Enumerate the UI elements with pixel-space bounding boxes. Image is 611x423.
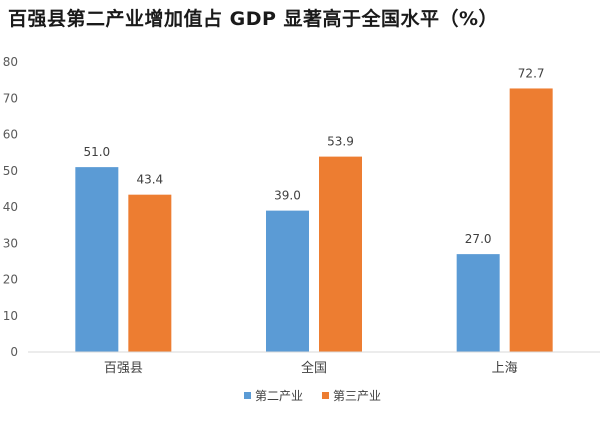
data-label: 53.9: [327, 135, 354, 149]
x-tick-label: 百强县: [104, 361, 143, 376]
y-tick-label: 60: [3, 128, 18, 142]
y-tick-label: 40: [3, 200, 18, 214]
legend-swatch: [244, 392, 251, 399]
x-tick-label: 全国: [301, 360, 327, 376]
bar: [509, 88, 553, 353]
y-tick-label: 30: [3, 236, 18, 250]
bar: [319, 156, 362, 352]
bars: [75, 88, 553, 353]
data-labels: 51.0 43.4 39.0 53.9 27.0 72.7: [83, 66, 544, 246]
x-axis: 百强县 全国 上海: [28, 351, 600, 376]
bar: [75, 167, 119, 352]
legend-swatch: [322, 392, 329, 399]
data-label: 72.7: [518, 66, 545, 80]
y-tick-label: 10: [3, 309, 18, 323]
y-tick-label: 0: [10, 345, 18, 359]
y-tick-label: 50: [3, 164, 18, 178]
legend-label: 第三产业: [333, 389, 381, 403]
legend: 第二产业 第三产业: [244, 389, 381, 403]
bar: [266, 210, 309, 352]
bar: [128, 194, 172, 352]
y-axis: 0 10 20 30 40 50 60 70 80: [3, 55, 18, 359]
data-label: 43.4: [136, 173, 163, 187]
data-label: 51.0: [83, 145, 110, 159]
y-tick-label: 70: [3, 91, 18, 105]
legend-label: 第二产业: [255, 389, 303, 403]
x-tick-label: 上海: [492, 361, 518, 376]
y-tick-label: 80: [3, 55, 18, 69]
chart-title: 百强县第二产业增加值占 GDP 显著高于全国水平（%）: [8, 8, 499, 30]
y-tick-label: 20: [3, 273, 18, 287]
data-label: 27.0: [465, 232, 492, 246]
data-label: 39.0: [274, 189, 301, 203]
bar: [456, 254, 500, 352]
